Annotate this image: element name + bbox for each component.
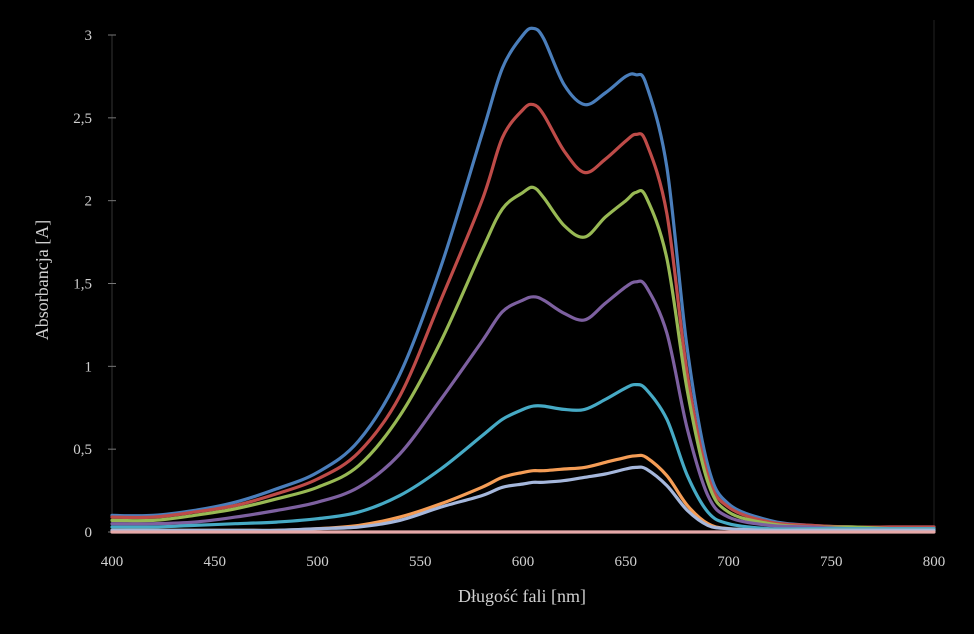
x-tick-label: 650 bbox=[615, 554, 638, 570]
y-axis-ticks: 0 0,5 1 1,5 2 2,5 3 bbox=[73, 28, 116, 541]
y-tick-label: 2 bbox=[85, 194, 93, 210]
y-tick-label: 0 bbox=[85, 525, 93, 541]
y-tick-label: 1 bbox=[85, 359, 93, 375]
x-tick-label: 550 bbox=[409, 554, 432, 570]
series-line-1 bbox=[110, 26, 936, 529]
x-axis-title: Długość fali [nm] bbox=[458, 586, 586, 606]
x-tick-label: 600 bbox=[512, 554, 535, 570]
x-tick-label: 750 bbox=[820, 554, 843, 570]
x-tick-label: 500 bbox=[306, 554, 329, 570]
series-line-7 bbox=[110, 465, 936, 533]
y-tick-label: 1,5 bbox=[73, 277, 92, 293]
y-tick-label: 3 bbox=[85, 28, 93, 44]
series-line-3 bbox=[110, 185, 936, 531]
series-line-5 bbox=[110, 382, 936, 531]
y-tick-label: 2,5 bbox=[73, 111, 92, 127]
series-line-4 bbox=[110, 279, 936, 531]
x-tick-label: 400 bbox=[101, 554, 124, 570]
x-tick-label: 450 bbox=[204, 554, 227, 570]
x-tick-label: 700 bbox=[717, 554, 740, 570]
x-axis-ticks: 400 450 500 550 600 650 700 750 800 bbox=[101, 554, 946, 570]
y-tick-label: 0,5 bbox=[73, 442, 92, 458]
series-lines bbox=[110, 26, 936, 534]
x-tick-label: 800 bbox=[923, 554, 946, 570]
y-axis-title: Absorbancja [A] bbox=[32, 220, 52, 340]
series-line-2 bbox=[110, 102, 936, 529]
